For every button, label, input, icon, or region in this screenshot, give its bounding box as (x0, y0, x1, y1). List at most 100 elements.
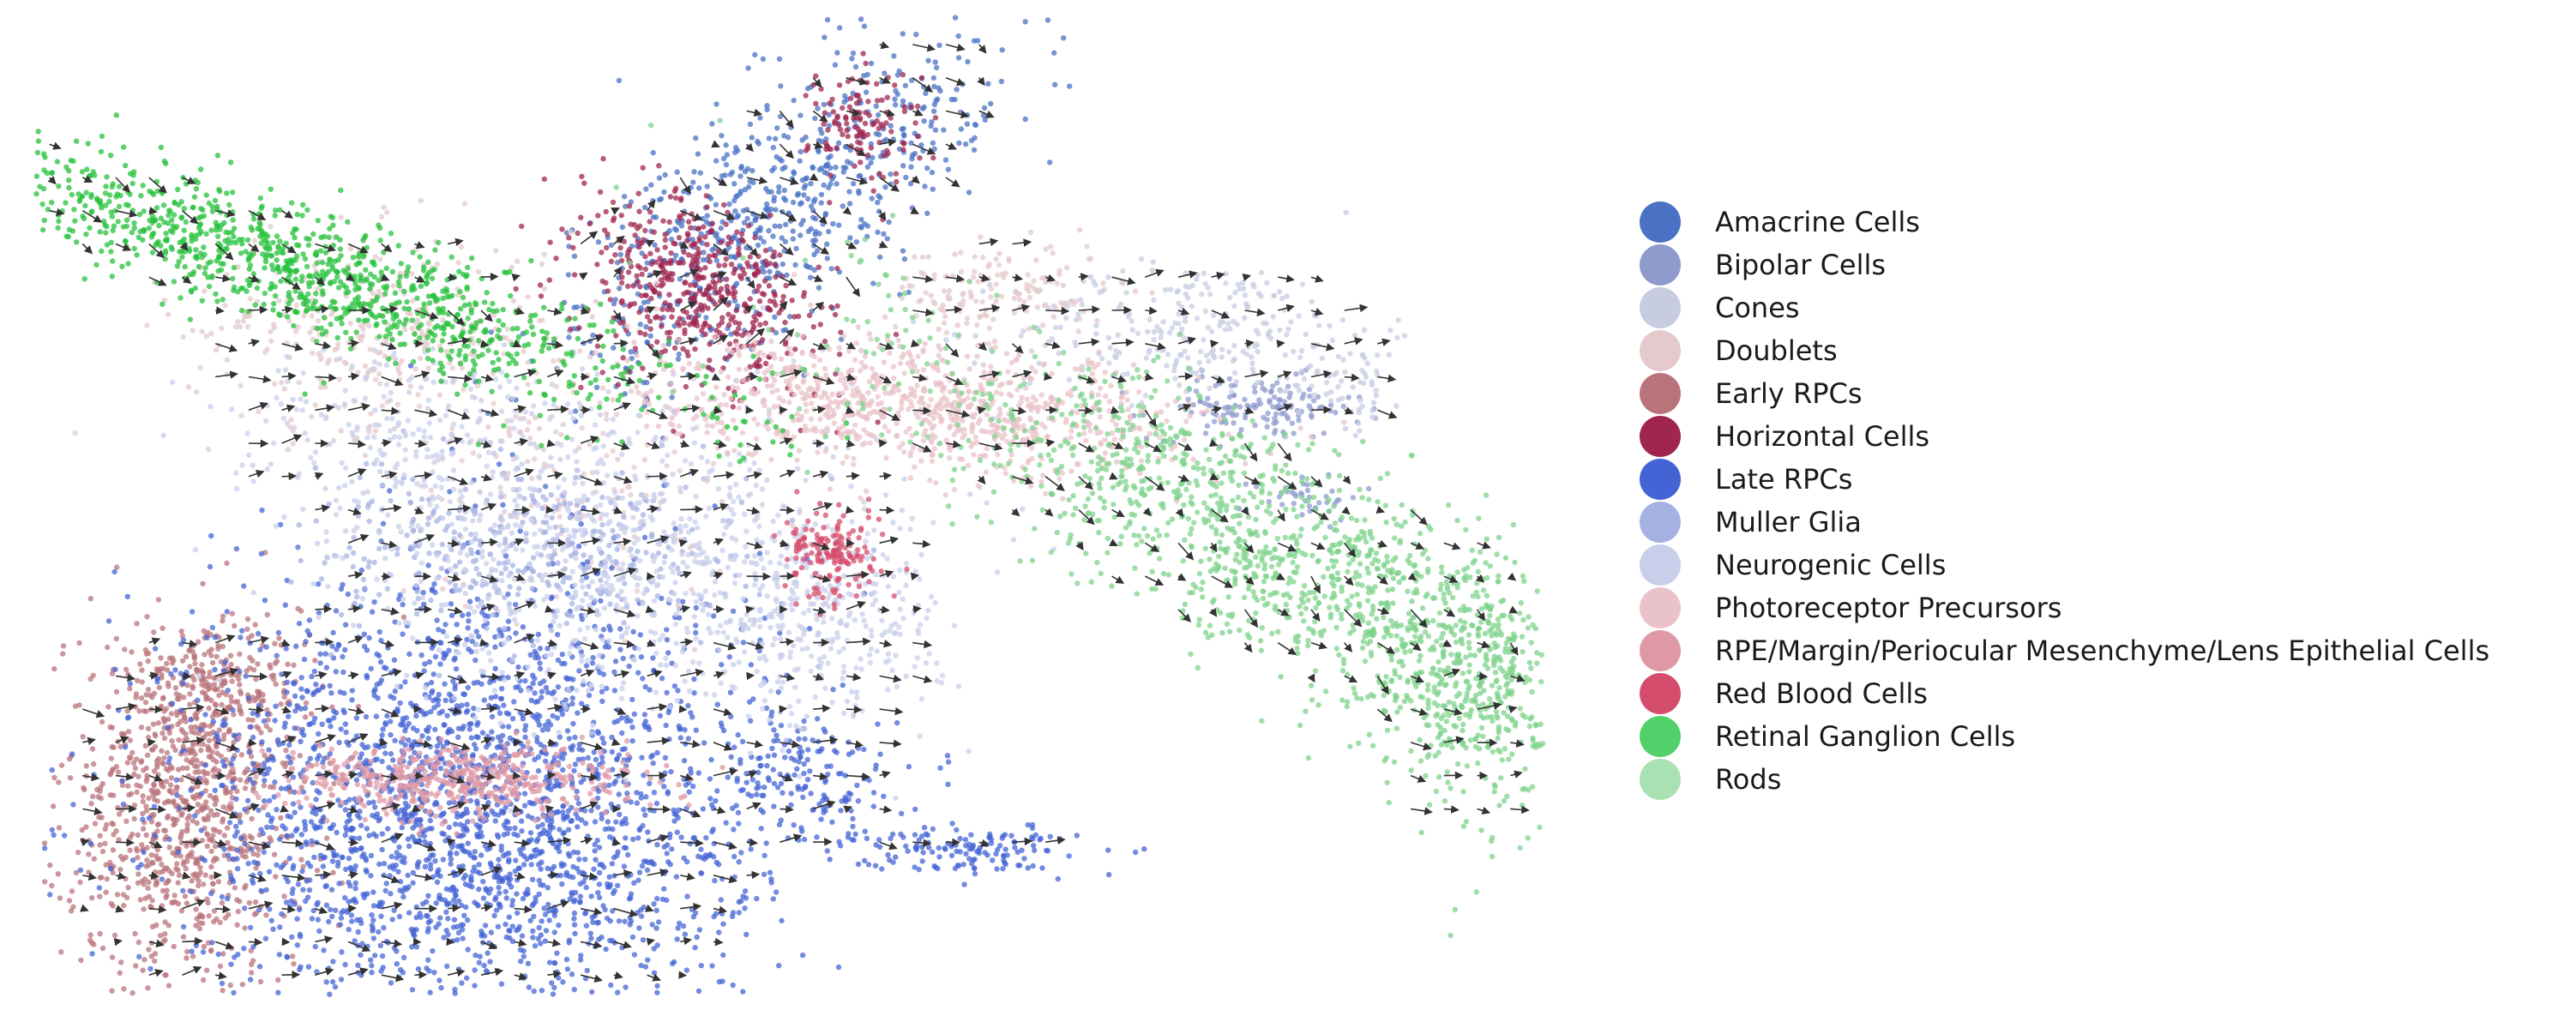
data-point (256, 408, 262, 415)
data-point (426, 321, 432, 328)
data-point (180, 729, 186, 735)
data-point (188, 787, 194, 793)
data-point (1223, 271, 1229, 277)
data-point (658, 195, 665, 202)
data-point (1031, 278, 1037, 284)
data-point (864, 152, 871, 159)
data-point (543, 684, 550, 691)
data-point (676, 298, 682, 304)
data-point (527, 917, 533, 924)
data-point (629, 737, 635, 744)
data-point (609, 748, 615, 755)
data-point (237, 668, 243, 675)
data-point (309, 413, 315, 420)
data-point (941, 288, 948, 294)
data-point (654, 749, 660, 756)
data-point (1211, 418, 1218, 424)
data-point (990, 316, 996, 322)
data-point (689, 258, 696, 264)
data-point (78, 957, 84, 964)
data-point (232, 622, 238, 629)
data-point (151, 629, 157, 635)
data-point (501, 852, 507, 859)
data-point (1207, 385, 1213, 392)
data-point (920, 271, 927, 277)
data-point (143, 832, 149, 839)
data-point (428, 852, 434, 858)
data-point (134, 845, 140, 852)
data-point (150, 721, 157, 727)
data-point (1151, 337, 1157, 343)
data-point (191, 724, 198, 730)
data-point (120, 732, 126, 738)
data-point (1335, 384, 1341, 390)
data-point (505, 724, 512, 730)
data-point (430, 874, 436, 881)
data-point (437, 766, 444, 772)
data-point (921, 118, 927, 124)
data-point (1093, 331, 1099, 337)
data-point (139, 679, 145, 685)
data-point (842, 144, 849, 150)
data-point (1373, 388, 1379, 394)
data-point (671, 240, 677, 246)
data-point (799, 137, 805, 143)
data-point (1021, 298, 1027, 305)
data-point (1306, 502, 1313, 509)
data-point (224, 272, 230, 278)
data-point (1294, 382, 1301, 389)
data-point (133, 756, 140, 762)
data-point (400, 587, 406, 594)
data-point (799, 177, 806, 183)
data-point (440, 316, 446, 323)
data-point (725, 291, 731, 297)
data-point (389, 917, 395, 923)
data-point (1228, 382, 1235, 388)
data-point (362, 363, 369, 370)
data-point (121, 903, 127, 909)
data-point (637, 329, 643, 336)
data-point (145, 985, 151, 991)
data-point (407, 383, 414, 389)
data-point (249, 815, 255, 822)
data-point (717, 330, 723, 336)
data-point (397, 370, 403, 376)
data-point (713, 201, 719, 207)
data-point (268, 917, 274, 923)
data-point (140, 967, 146, 973)
data-point (651, 901, 657, 907)
data-point (734, 229, 740, 235)
data-point (560, 755, 566, 761)
data-point (509, 452, 515, 458)
data-point (1258, 269, 1265, 276)
data-point (597, 400, 603, 406)
data-point (816, 285, 822, 291)
data-point (158, 655, 164, 661)
data-point (1001, 274, 1007, 280)
data-point (307, 329, 313, 335)
data-point (212, 855, 218, 862)
data-point (943, 329, 950, 336)
data-point (237, 682, 243, 688)
data-point (619, 298, 625, 304)
data-point (704, 204, 710, 210)
data-point (281, 724, 287, 730)
data-point (492, 818, 498, 824)
data-point (345, 591, 352, 598)
data-point (757, 235, 763, 241)
data-point (825, 127, 831, 133)
data-point (755, 141, 761, 147)
data-point (246, 749, 252, 755)
data-point (764, 205, 771, 212)
data-point (773, 153, 779, 160)
data-point (268, 224, 274, 230)
data-point (286, 713, 292, 719)
data-point (616, 77, 623, 84)
data-point (395, 869, 401, 875)
data-point (76, 640, 82, 646)
data-point (453, 666, 460, 672)
data-point (132, 704, 139, 710)
data-point (667, 271, 673, 277)
data-point (894, 178, 900, 185)
